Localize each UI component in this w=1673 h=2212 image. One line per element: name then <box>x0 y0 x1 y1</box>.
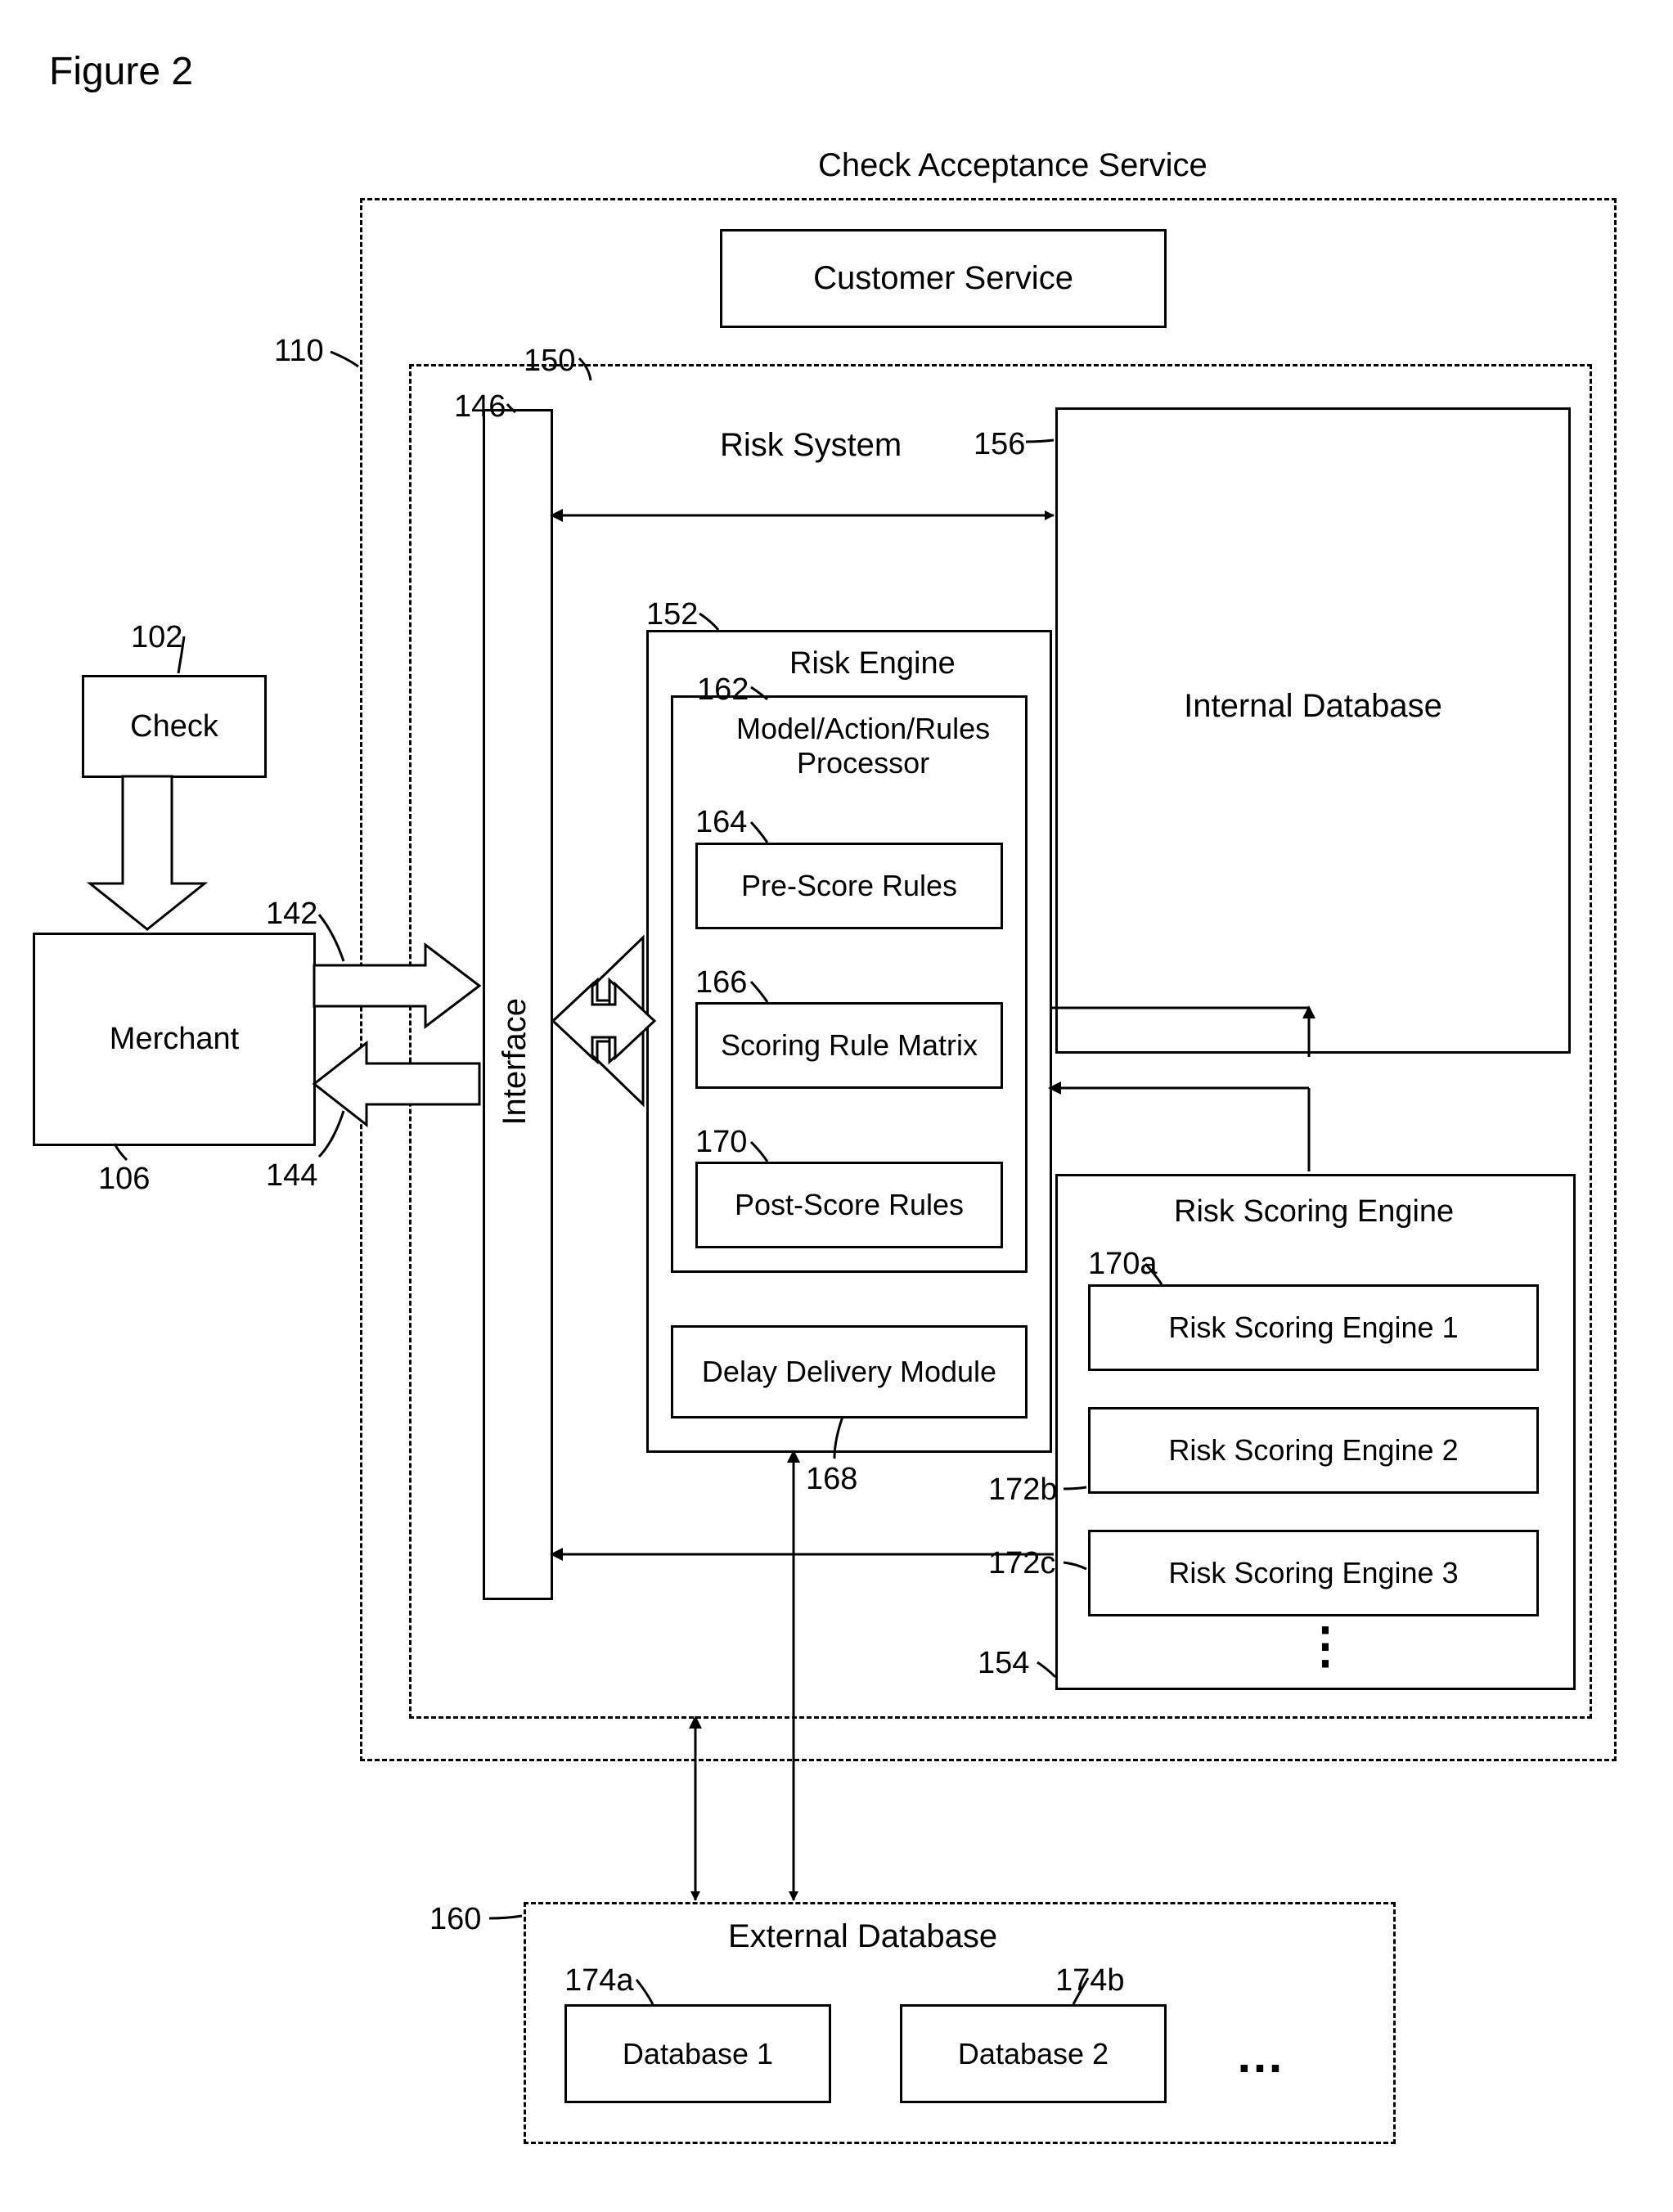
lead-144 <box>319 1111 344 1157</box>
interface-label: Interface <box>497 998 533 1126</box>
check-box: Check <box>82 675 267 778</box>
delay-delivery-module-box: Delay Delivery Module <box>671 1325 1028 1418</box>
ref-170a: 170a <box>1088 1247 1158 1282</box>
pre-score-rules-box: Pre-Score Rules <box>695 843 1003 929</box>
ref-102: 102 <box>131 620 182 655</box>
ref-156: 156 <box>974 427 1025 462</box>
scoring-rule-matrix-box: Scoring Rule Matrix <box>695 1002 1003 1089</box>
ref-160: 160 <box>429 1902 481 1937</box>
internal-database-box: Internal Database <box>1055 407 1571 1054</box>
ref-174b: 174b <box>1055 1963 1125 1998</box>
post-score-rules-box: Post-Score Rules <box>695 1162 1003 1248</box>
figure-title: Figure 2 <box>49 49 193 94</box>
database2-box: Database 2 <box>900 2004 1167 2103</box>
rse1-box: Risk Scoring Engine 1 <box>1088 1284 1539 1371</box>
rse-vertical-dots: ⋮ <box>1301 1634 1350 1657</box>
database1-box: Database 1 <box>564 2004 831 2103</box>
ref-106: 106 <box>98 1162 150 1197</box>
ref-174a: 174a <box>564 1963 634 1998</box>
rse-title: Risk Scoring Engine <box>1174 1194 1454 1230</box>
outer-title: Check Acceptance Service <box>818 147 1208 184</box>
external-database-title: External Database <box>728 1918 997 1955</box>
check-to-merchant-arrow <box>90 776 205 929</box>
customer-service-box: Customer Service <box>720 229 1167 328</box>
mar-title: Model/Action/Rules Processor <box>736 712 990 780</box>
rse2-box: Risk Scoring Engine 2 <box>1088 1407 1539 1494</box>
lead-110 <box>331 352 358 366</box>
ref-168: 168 <box>806 1462 857 1497</box>
ref-146: 146 <box>454 389 506 425</box>
ref-166: 166 <box>695 965 747 1000</box>
ref-110: 110 <box>274 334 324 369</box>
lead-142 <box>319 915 344 961</box>
risk-engine-title: Risk Engine <box>789 646 956 681</box>
ref-144: 144 <box>266 1158 317 1194</box>
risk-system-title: Risk System <box>720 427 902 464</box>
ref-152: 152 <box>646 597 698 632</box>
ref-142: 142 <box>266 897 317 932</box>
external-db-dots: … <box>1235 2027 1289 2084</box>
ref-172b: 172b <box>988 1472 1058 1508</box>
figure-stage: Figure 2 Check Acceptance Service Custom… <box>0 0 1673 2212</box>
ref-162: 162 <box>697 672 749 708</box>
ref-154: 154 <box>978 1646 1029 1681</box>
ref-164: 164 <box>695 805 747 840</box>
lead-160 <box>489 1916 522 1918</box>
merchant-box: Merchant <box>33 933 316 1146</box>
rse3-box: Risk Scoring Engine 3 <box>1088 1530 1539 1616</box>
ref-172c: 172c <box>988 1546 1055 1581</box>
ref-170: 170 <box>695 1125 747 1160</box>
lead-106 <box>115 1144 127 1160</box>
